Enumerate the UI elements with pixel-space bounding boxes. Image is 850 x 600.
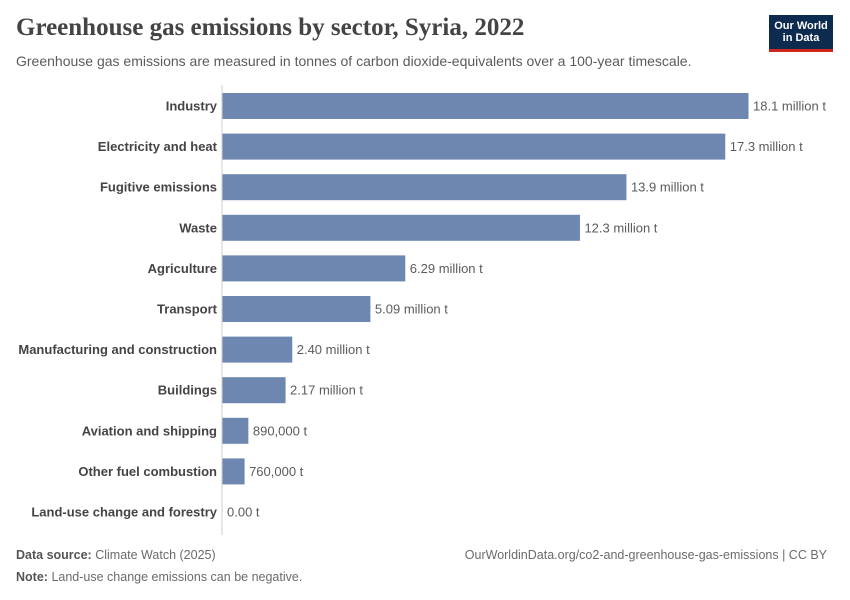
chart-title: Greenhouse gas emissions by sector, Syri… — [16, 14, 525, 41]
data-source-label: Data source: — [16, 548, 92, 562]
data-source-text: Climate Watch (2025) — [95, 548, 216, 562]
value-label: 0.00 t — [227, 505, 260, 520]
value-label: 5.09 million t — [375, 302, 448, 317]
category-label: Fugitive emissions — [100, 180, 217, 195]
value-label: 12.3 million t — [584, 220, 657, 235]
value-label: 760,000 t — [249, 464, 304, 479]
logo-line-1: Our World — [774, 20, 828, 32]
category-label: Waste — [179, 220, 217, 235]
category-label: Agriculture — [148, 261, 217, 276]
value-label: 18.1 million t — [753, 99, 826, 114]
value-label: 2.40 million t — [297, 342, 370, 357]
note-text: Land-use change emissions can be negativ… — [51, 570, 303, 584]
category-label: Aviation and shipping — [82, 423, 217, 438]
bar[interactable] — [222, 133, 726, 160]
bar[interactable] — [222, 417, 249, 444]
value-label: 13.9 million t — [631, 180, 704, 195]
category-label: Manufacturing and construction — [18, 342, 217, 357]
bar[interactable] — [222, 377, 286, 404]
category-label: Transport — [157, 302, 218, 317]
bar[interactable] — [222, 458, 245, 485]
category-label: Other fuel combustion — [78, 464, 217, 479]
bar-chart: Industry 18.1 million t Electricity and he… — [18, 85, 826, 535]
source-url-link[interactable]: OurWorldinData.org/co2-and-greenhouse-ga… — [464, 548, 827, 562]
bar[interactable] — [222, 296, 371, 322]
category-label: Industry — [166, 99, 218, 114]
bar[interactable] — [222, 93, 749, 119]
value-label: 890,000 t — [253, 423, 308, 438]
value-label: 6.29 million t — [410, 261, 483, 276]
category-label: Land-use change and forestry — [31, 505, 217, 520]
category-label: Electricity and heat — [98, 139, 218, 154]
bar[interactable] — [222, 336, 293, 363]
value-label: 2.17 million t — [290, 383, 363, 398]
bar[interactable] — [222, 174, 627, 201]
logo-line-2: in Data — [782, 32, 820, 44]
note-label: Note: — [16, 570, 48, 584]
bar[interactable] — [222, 255, 406, 282]
value-label: 17.3 million t — [730, 139, 803, 154]
data-source: Data source: Climate Watch (2025) — [16, 548, 216, 562]
chart-subtitle: Greenhouse gas emissions are measured in… — [16, 53, 692, 69]
bar[interactable] — [222, 214, 580, 241]
category-label: Buildings — [158, 383, 217, 398]
chart-note: Note: Land-use change emissions can be n… — [16, 570, 302, 584]
owid-logo[interactable]: Our World in Data — [769, 15, 833, 52]
